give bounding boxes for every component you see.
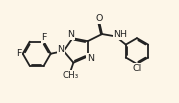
Text: N: N [67, 30, 75, 39]
Text: F: F [41, 33, 47, 42]
Text: N: N [57, 45, 64, 54]
Text: N: N [87, 54, 94, 63]
Text: Cl: Cl [133, 64, 142, 73]
Text: NH: NH [113, 30, 127, 39]
Text: CH₃: CH₃ [62, 71, 78, 80]
Text: F: F [16, 49, 21, 58]
Text: O: O [95, 14, 103, 23]
